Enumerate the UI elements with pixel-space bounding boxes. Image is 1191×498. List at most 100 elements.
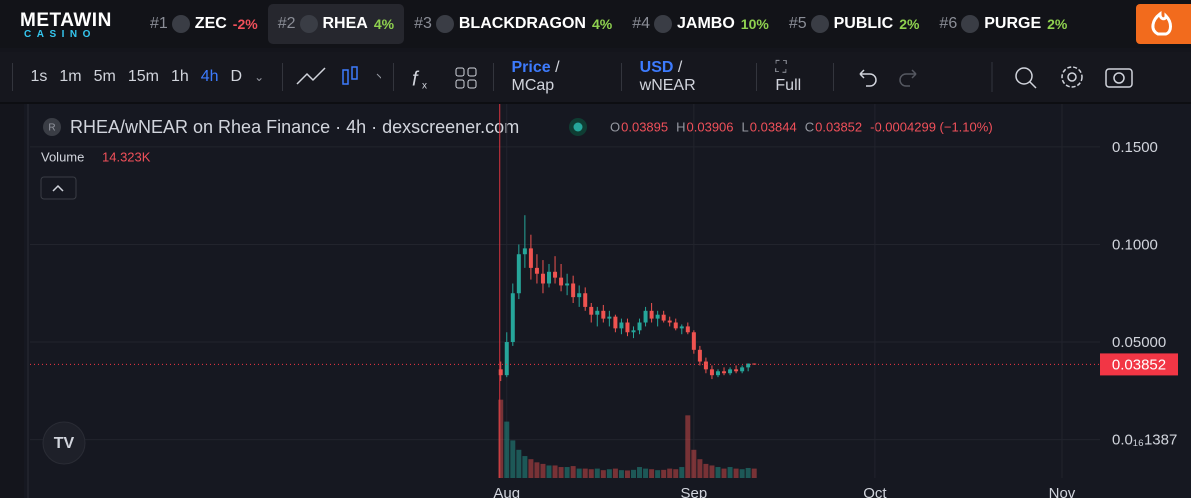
volume-bar: [606, 469, 612, 478]
volume-bar: [618, 470, 624, 478]
ticker[interactable]: #4 JAMBO 10%: [622, 4, 779, 44]
y-tick-label: 0.05000: [1112, 334, 1166, 351]
tv-logo[interactable]: [42, 421, 86, 465]
y-tick-label: 0.1000: [1112, 236, 1158, 253]
volume-bar: [721, 468, 727, 478]
volume-bar: [709, 465, 715, 478]
candle-body: [528, 248, 533, 268]
candle-body: [577, 293, 582, 298]
volume-bar: [504, 421, 510, 478]
ticker-rank: #5: [788, 15, 807, 32]
full-label: Full: [775, 77, 802, 94]
candle-body: [559, 277, 564, 286]
interval[interactable]: 1m: [59, 68, 82, 85]
candle-body: [667, 320, 672, 323]
chart: R RHEA/wNEAR on Rhea Finance · 4h · dexs…: [0, 104, 1191, 498]
candle-body: [691, 332, 696, 350]
separator: [393, 63, 395, 91]
logo[interactable]: METAWIN CASINO: [0, 0, 140, 48]
toggle-on: Price: [511, 59, 551, 76]
candle-body: [740, 367, 745, 372]
volume-bar: [570, 466, 576, 478]
candle-body: [589, 306, 594, 315]
candle-body: [709, 369, 714, 376]
ticker-change: 4%: [591, 16, 613, 32]
candle-body: [649, 310, 654, 319]
price-toggle[interactable]: Price / MCap: [511, 59, 560, 94]
ticker-icon: [299, 15, 318, 33]
ticker-rank: #2: [277, 15, 296, 32]
volume-bar: [715, 467, 721, 478]
volume-bar: [588, 469, 594, 478]
ticker-icon: [961, 15, 980, 33]
candle-body: [595, 310, 600, 315]
interval[interactable]: 1s: [30, 68, 48, 85]
ticker-symbol: RHEA: [322, 15, 368, 32]
ticker-icon: [171, 15, 190, 33]
volume-bar: [552, 465, 558, 478]
interval-dropdown[interactable]: ⌄: [254, 70, 265, 84]
chart-type-icons[interactable]: [295, 62, 382, 92]
ohlc-key: O: [610, 119, 620, 134]
volume-bar: [576, 468, 582, 478]
ticker-symbol: ZEC: [194, 15, 227, 32]
interval[interactable]: D: [230, 68, 243, 85]
ticker-change: 2%: [1047, 16, 1068, 32]
ticker[interactable]: #3 BLACKDRAGON 4%: [404, 4, 622, 44]
interval[interactable]: 1h: [170, 68, 189, 85]
ticker[interactable]: #6 PURGE 2%: [929, 4, 1077, 44]
candle-body: [728, 369, 733, 374]
ticker[interactable]: #5 PUBLIC 2%: [779, 4, 930, 44]
separator: [756, 63, 758, 91]
volume-bar: [691, 449, 697, 478]
candle-body: [661, 314, 666, 321]
fullscreen-button[interactable]: ⛶ Full: [775, 59, 802, 94]
ticker-rank: #6: [939, 15, 958, 32]
toggle-off: MCap: [511, 77, 555, 94]
candle-body: [685, 326, 690, 333]
ticker-icon: [435, 15, 454, 33]
interval[interactable]: 5m: [93, 68, 116, 85]
volume-bar: [739, 469, 745, 478]
pair-icon: [43, 118, 61, 136]
volume-bar: [630, 469, 636, 478]
flame-icon: [1151, 10, 1172, 36]
volume-bar: [727, 467, 733, 478]
toggle-on: USD: [639, 59, 674, 76]
candle-body: [734, 369, 739, 372]
candle-body: [553, 271, 558, 278]
volume-bar: [745, 467, 751, 478]
candle-body: [637, 322, 642, 331]
candle-body: [613, 316, 618, 329]
ticker[interactable]: #2 RHEA 4%: [267, 4, 405, 44]
volume-bar: [643, 468, 649, 478]
volume-bar: [733, 468, 739, 478]
x-tick-label: Sep: [680, 485, 707, 498]
volume-bar: [498, 399, 504, 478]
volume-bar: [516, 449, 522, 478]
volume-bar: [540, 463, 546, 478]
candle-body: [631, 330, 636, 333]
ticker-change: 4%: [373, 16, 395, 32]
ticker-icon: [654, 15, 673, 33]
y-tick-label: 0.0₁₆1387: [1112, 432, 1177, 449]
ohlc-change: -0.0004299 (−1.10%): [870, 119, 993, 134]
ohlc-value: 0.03895: [621, 119, 668, 134]
interval[interactable]: 4h: [200, 68, 219, 85]
brand-sub: CASINO: [24, 29, 96, 40]
chart-background: [0, 104, 1191, 498]
flame-button[interactable]: [1136, 4, 1191, 44]
collapse-button[interactable]: [40, 176, 77, 200]
chart-title: RHEA/wNEAR on Rhea Finance · 4h · dexscr…: [70, 117, 519, 137]
right-icons[interactable]: [846, 62, 1191, 92]
ohlc-value: 0.03844: [750, 119, 797, 134]
interval[interactable]: 15m: [127, 68, 159, 85]
currency-toggle[interactable]: USD / wNEAR: [639, 59, 696, 94]
candle-body: [625, 322, 630, 333]
ticker[interactable]: #1 ZEC -2%: [140, 4, 268, 44]
separator: [11, 63, 13, 91]
top-bar: METAWIN CASINO #1 ZEC -2% #2 RHEA 4% #3 BLACKDR…: [0, 0, 1191, 48]
